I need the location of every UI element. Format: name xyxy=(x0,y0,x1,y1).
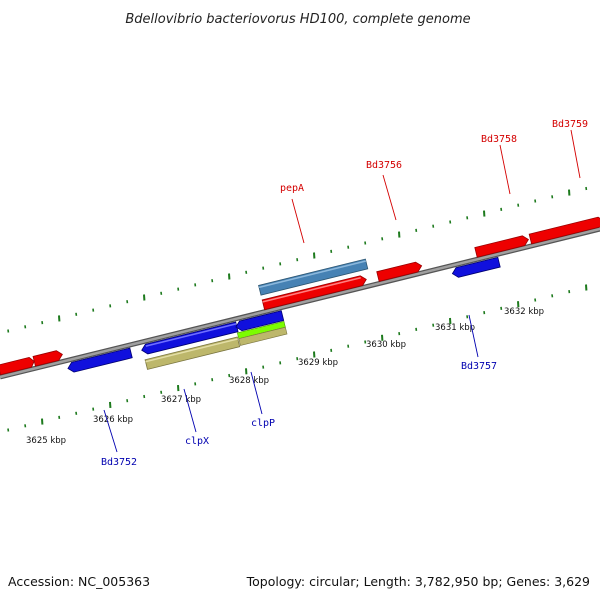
gene-label-bd3757[interactable]: Bd3757 xyxy=(461,361,497,372)
gene-labels: pepA Bd3756 Bd3758 Bd3759 Bd3752 clpX cl… xyxy=(101,119,588,468)
gene-arrow-clpP[interactable] xyxy=(235,310,285,332)
kbp-label-3626: 3626 kbp xyxy=(93,415,133,425)
genome-summary-text: Topology: circular; Length: 3,782,950 bp… xyxy=(246,574,590,589)
feature-khaki-clpX[interactable] xyxy=(144,336,241,370)
kbp-label-3625: 3625 kbp xyxy=(26,436,66,446)
gene-arrow-left-edge[interactable] xyxy=(0,356,35,376)
gene-arrow-near-3625[interactable] xyxy=(32,350,64,367)
accession-text: Accession: NC_005363 xyxy=(8,574,150,589)
feature-steel-pepA[interactable] xyxy=(258,258,369,296)
genome-backbone xyxy=(0,226,600,380)
gene-arrow-bd3757[interactable] xyxy=(451,256,501,278)
gene-label-clpX[interactable]: clpX xyxy=(185,436,209,447)
kbp-scale-labels: 3625 kbp 3626 kbp 3627 kbp 3628 kbp 3629… xyxy=(26,307,544,446)
gene-label-bd3756[interactable]: Bd3756 xyxy=(366,160,402,171)
feature-khaki-clpP[interactable] xyxy=(238,326,288,346)
lower-tick-row xyxy=(7,284,588,432)
gene-label-pepA[interactable]: pepA xyxy=(280,183,304,194)
gene-arrow-pepA[interactable] xyxy=(261,275,367,311)
kbp-label-3632: 3632 kbp xyxy=(504,307,544,317)
kbp-label-3627: 3627 kbp xyxy=(161,395,201,405)
gene-label-clpP[interactable]: clpP xyxy=(251,418,275,429)
map-title: Bdellovibrio bacteriovorus HD100, comple… xyxy=(125,12,470,27)
kbp-label-3631: 3631 kbp xyxy=(435,323,475,333)
gene-arrow-bd3752[interactable] xyxy=(67,347,133,373)
gene-arrow-bd3759[interactable] xyxy=(528,216,600,245)
feature-track xyxy=(0,216,600,376)
gene-label-bd3759[interactable]: Bd3759 xyxy=(552,119,588,130)
gene-label-bd3758[interactable]: Bd3758 xyxy=(481,134,517,145)
gene-label-bd3752[interactable]: Bd3752 xyxy=(101,457,137,468)
gene-leader-lines xyxy=(103,129,581,453)
upper-tick-row xyxy=(7,186,588,333)
gene-arrow-bd3758[interactable] xyxy=(474,235,530,258)
gene-arrow-clpX[interactable] xyxy=(141,321,239,355)
kbp-label-3628: 3628 kbp xyxy=(229,376,269,386)
gene-arrow-bd3756[interactable] xyxy=(376,261,423,282)
kbp-label-3629: 3629 kbp xyxy=(298,358,338,368)
kbp-label-3630: 3630 kbp xyxy=(366,340,406,350)
